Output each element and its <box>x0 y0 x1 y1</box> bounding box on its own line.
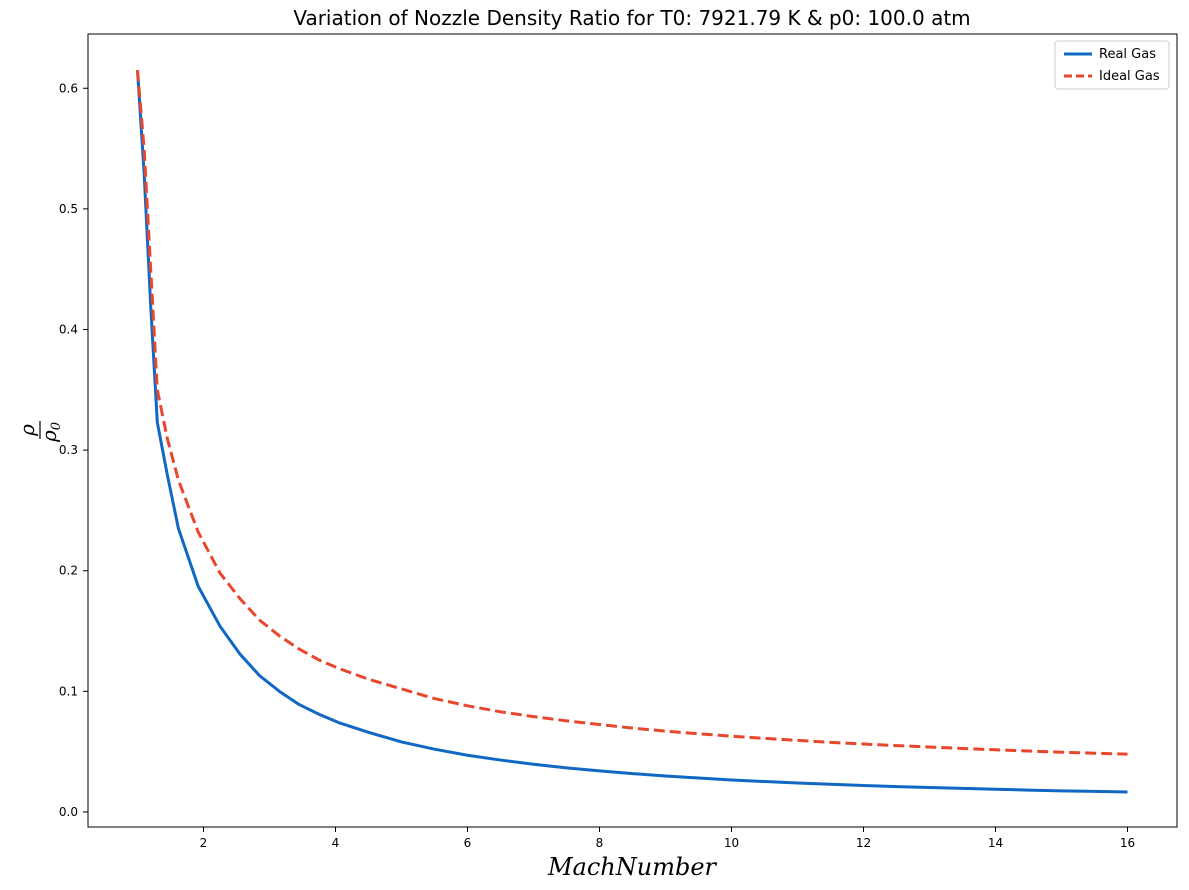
legend-label-ideal-gas: Ideal Gas <box>1099 69 1160 84</box>
y-axis-label-subscript: 0 <box>49 422 64 430</box>
y-axis-label-rho: ρ <box>37 430 61 443</box>
y-tick-label: 0.6 <box>59 81 78 95</box>
y-tick-label: 0.5 <box>59 202 78 216</box>
x-tick-label: 12 <box>856 836 871 850</box>
y-tick-label: 0.3 <box>59 443 78 457</box>
series-line-ideal-gas <box>136 70 1128 756</box>
y-tick-label: 0.0 <box>59 805 78 819</box>
x-axis-label: MachNumber <box>547 853 718 881</box>
y-axis-label-numerator: ρ <box>15 424 39 437</box>
chart-title: Variation of Nozzle Density Ratio for T0… <box>293 6 970 30</box>
series-line-real-gas <box>136 70 1128 794</box>
x-tick-label: 2 <box>200 836 208 850</box>
y-tick-label: 0.1 <box>59 684 78 698</box>
y-tick-label: 0.4 <box>59 322 78 336</box>
x-tick-label: 6 <box>464 836 472 850</box>
x-tick-label: 8 <box>596 836 604 850</box>
x-axis-ticks: 2 4 6 8 10 12 14 16 <box>200 827 1135 850</box>
plot-background <box>88 34 1177 827</box>
x-tick-label: 10 <box>724 836 739 850</box>
x-tick-label: 4 <box>332 836 340 850</box>
y-axis-label: ρ ρ0 <box>15 421 64 443</box>
y-axis-ticks: 0.0 0.1 0.2 0.3 0.4 0.5 0.6 <box>59 81 88 819</box>
x-tick-label: 14 <box>988 836 1003 850</box>
plot-frame <box>87 33 1178 828</box>
legend: Real Gas Ideal Gas <box>1054 40 1170 90</box>
y-axis-label-denominator: ρ0 <box>37 422 64 443</box>
y-tick-label: 0.2 <box>59 564 78 578</box>
legend-label-real-gas: Real Gas <box>1099 47 1156 62</box>
x-tick-label: 16 <box>1120 836 1135 850</box>
series-layer <box>136 70 1128 794</box>
